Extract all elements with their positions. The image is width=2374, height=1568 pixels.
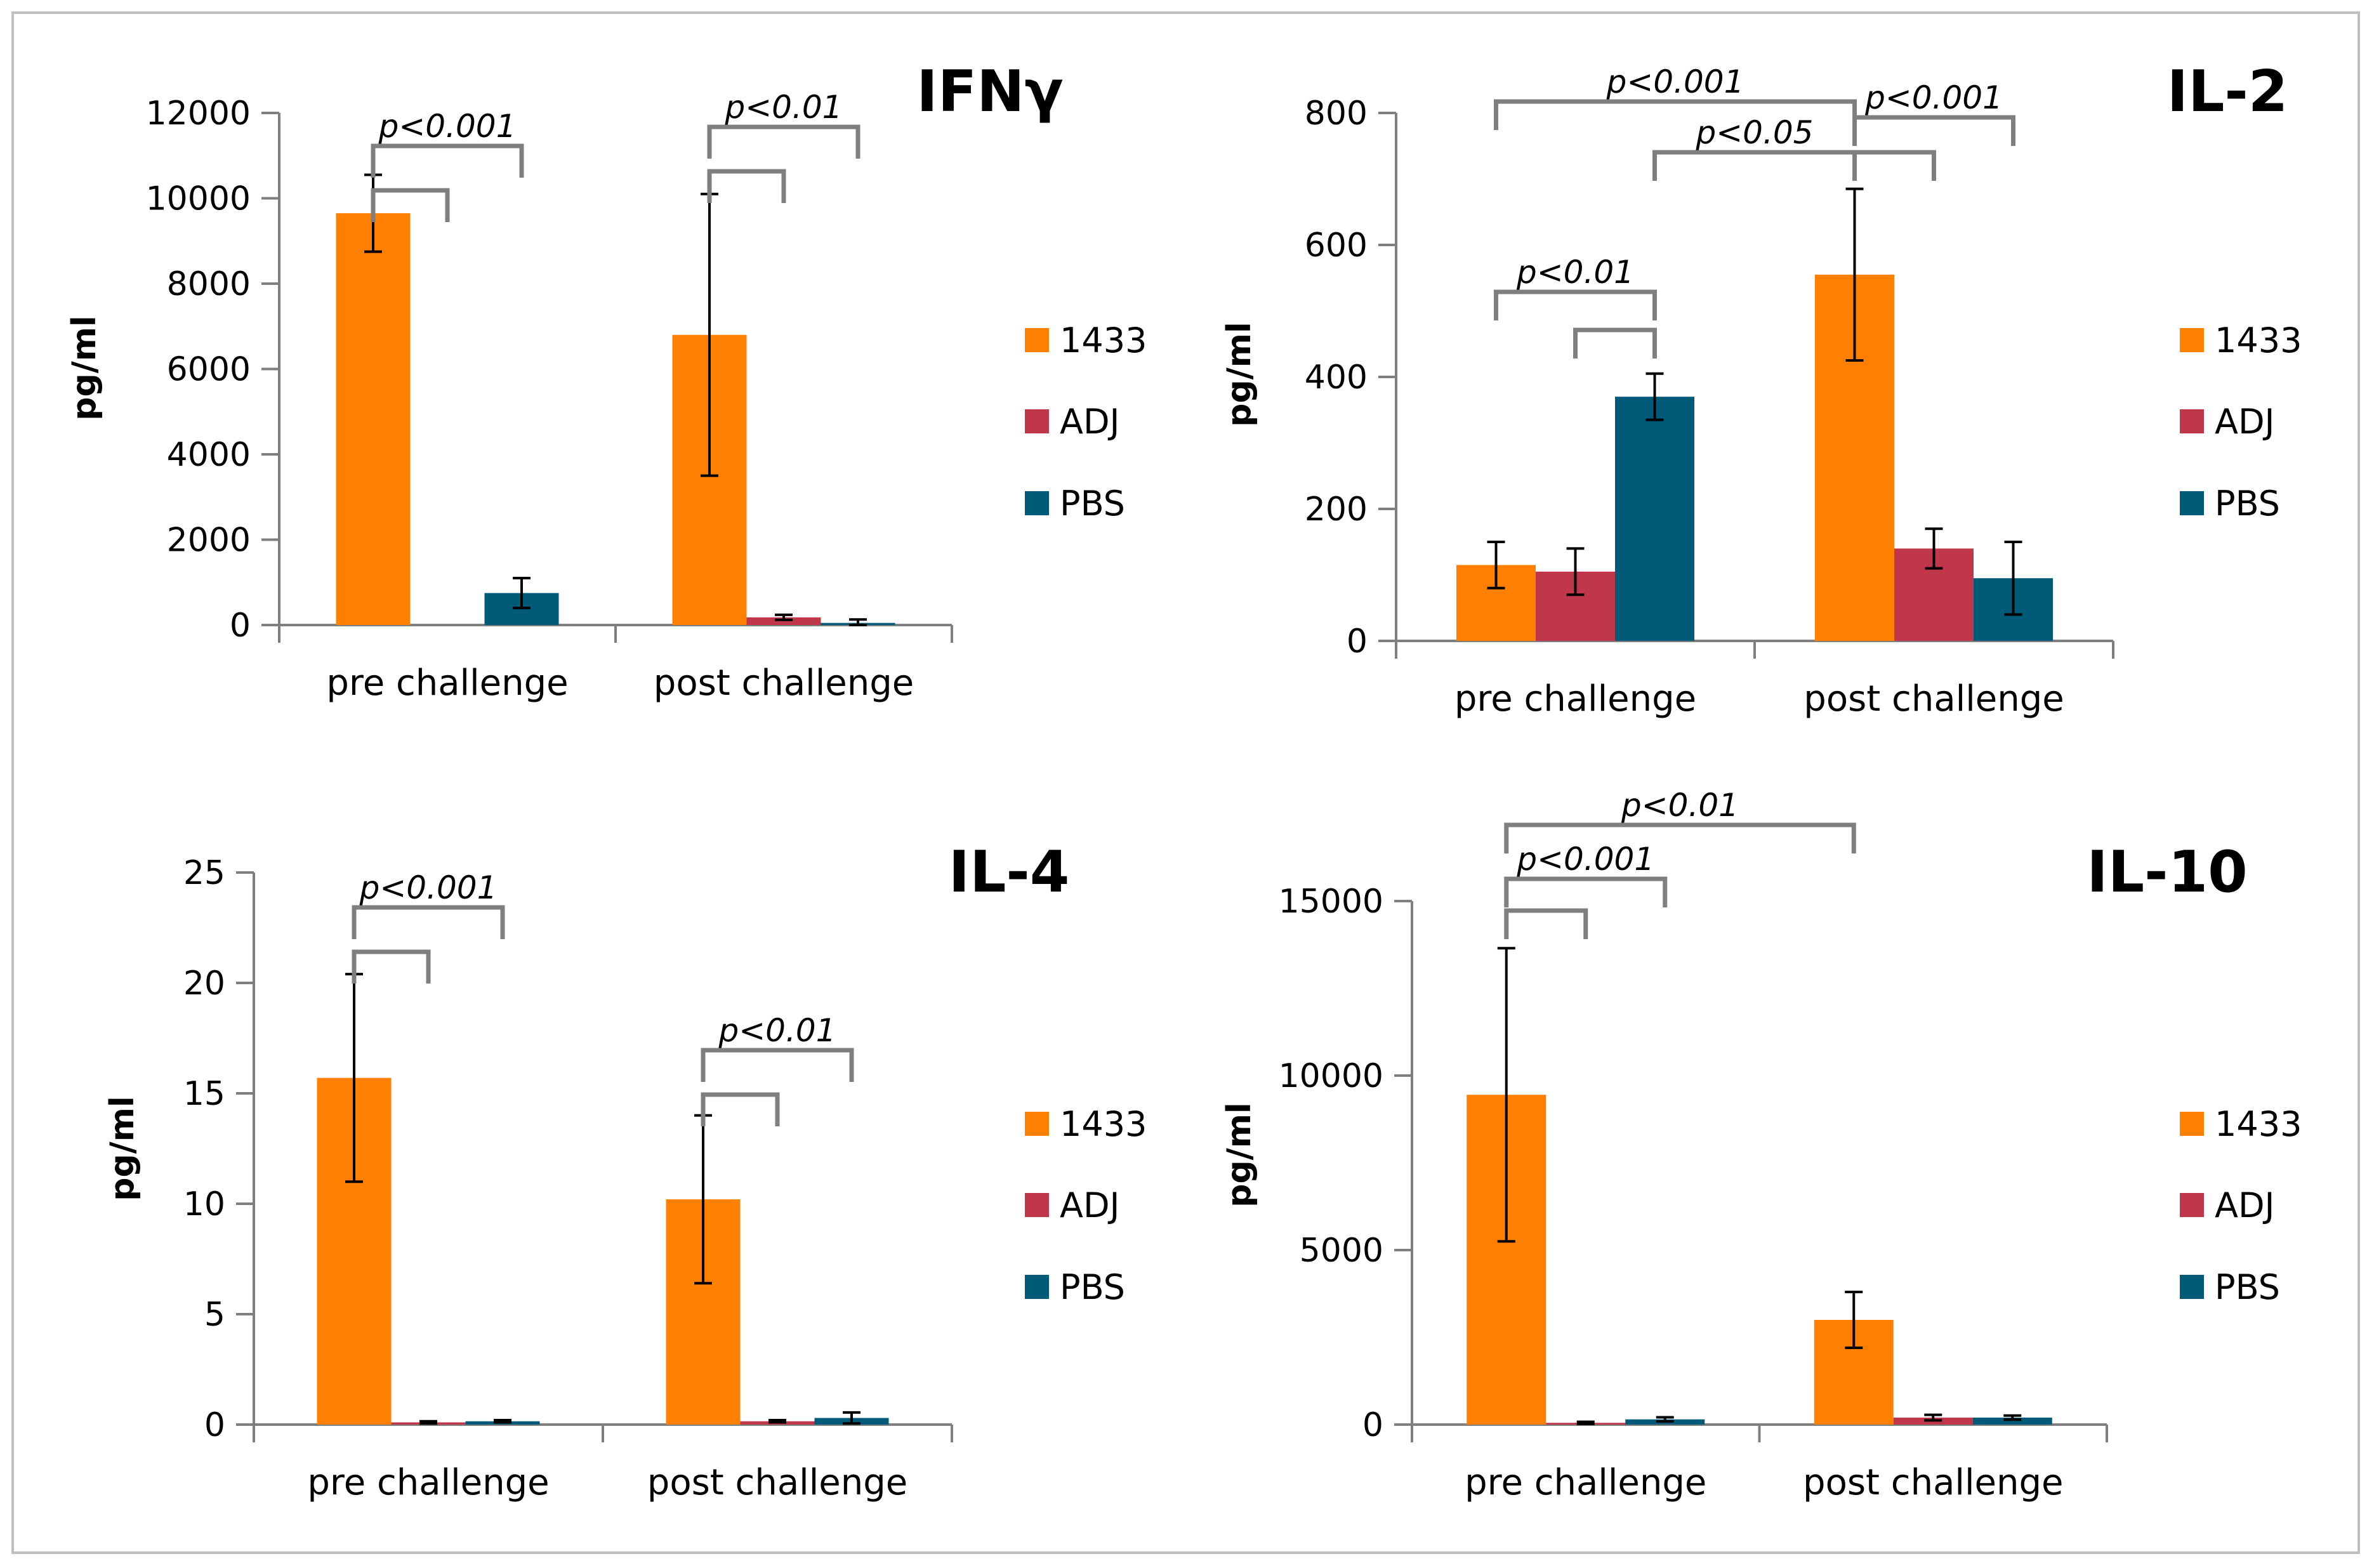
significance-bracket	[1504, 822, 1856, 853]
y-tick-label: 12000	[146, 95, 251, 133]
y-tick-label: 10000	[1279, 1057, 1383, 1095]
y-tick-label: 800	[1305, 95, 1368, 133]
significance-bracket	[352, 949, 431, 984]
figure-frame	[11, 11, 2360, 1554]
y-tick-label: 0	[1362, 1406, 1383, 1444]
y-axis-title: pg/ml	[1220, 322, 1258, 426]
legend-label: PBS	[1060, 1267, 1125, 1307]
x-category-label: pre challenge	[1465, 1462, 1706, 1503]
significance-bracket	[707, 124, 861, 159]
significance-bracket	[1494, 289, 1657, 320]
significance-label: p<0.01	[1516, 254, 1634, 291]
significance-label: p<0.001	[359, 869, 498, 906]
x-category-label: pre challenge	[307, 1462, 549, 1503]
y-tick-label: 2000	[167, 522, 251, 560]
significance-bracket	[1573, 327, 1657, 359]
significance-label: p<0.001	[1606, 63, 1744, 100]
significance-bracket	[1504, 908, 1588, 939]
legend-label: PBS	[2215, 1267, 2280, 1307]
significance-bracket	[1852, 115, 2015, 146]
x-category-label: post challenge	[654, 662, 914, 704]
legend-swatch-pbs	[1025, 1275, 1049, 1299]
legend-label: ADJ	[2215, 402, 2274, 442]
y-tick-label: 400	[1305, 359, 1368, 397]
y-tick-label: 600	[1305, 227, 1368, 265]
legend-swatch-adj	[1025, 1193, 1049, 1217]
bar-pbs	[1972, 1418, 2052, 1425]
significance-label: p<0.001	[378, 108, 517, 145]
y-tick-label: 5000	[1300, 1232, 1383, 1270]
legend-swatch-1433	[2180, 328, 2204, 352]
y-tick-label: 25	[183, 854, 225, 892]
y-axis-title: pg/ml	[1220, 1102, 1258, 1207]
legend-label: 1433	[2215, 1104, 2302, 1144]
y-axis-title: pg/ml	[103, 1096, 142, 1201]
legend-swatch-adj	[2180, 1193, 2204, 1217]
bar-1433	[336, 213, 411, 626]
y-tick-label: 0	[204, 1406, 225, 1444]
y-axis-title: pg/ml	[65, 315, 103, 420]
x-category-label: post challenge	[1804, 678, 2064, 720]
x-category-label: post challenge	[647, 1462, 907, 1503]
significance-label: p<0.01	[725, 89, 843, 126]
legend-swatch-adj	[2180, 409, 2204, 433]
y-tick-label: 0	[230, 607, 251, 645]
significance-bracket	[1852, 150, 1936, 181]
legend-label: PBS	[2215, 484, 2280, 524]
legend-label: PBS	[1060, 484, 1125, 524]
y-tick-label: 20	[183, 965, 225, 1003]
y-tick-label: 10	[183, 1185, 225, 1223]
bar-adj	[746, 617, 821, 625]
significance-label: p<0.001	[1516, 841, 1654, 878]
legend-swatch-adj	[1025, 409, 1049, 433]
y-tick-label: 15	[183, 1075, 225, 1113]
legend-label: 1433	[1060, 1104, 1147, 1144]
legend-swatch-1433	[1025, 328, 1049, 352]
significance-label: p<0.01	[1621, 787, 1739, 824]
bar-pbs	[1615, 397, 1694, 641]
significance-label: p<0.001	[1864, 79, 2003, 116]
chart-title: IFNγ	[916, 58, 1064, 125]
legend-swatch-1433	[1025, 1112, 1049, 1136]
legend-label: 1433	[1060, 320, 1147, 360]
y-tick-label: 6000	[167, 351, 251, 389]
legend-swatch-pbs	[1025, 491, 1049, 515]
y-tick-label: 5	[204, 1296, 225, 1334]
legend-swatch-pbs	[2180, 491, 2204, 515]
y-tick-label: 15000	[1279, 883, 1383, 921]
y-tick-label: 8000	[167, 265, 251, 303]
y-tick-label: 4000	[167, 436, 251, 474]
significance-bracket	[371, 143, 524, 178]
x-category-label: pre challenge	[326, 662, 568, 704]
chart-title: IL-2	[2167, 58, 2288, 125]
significance-bracket	[701, 1048, 854, 1082]
y-tick-label: 200	[1305, 491, 1368, 529]
significance-bracket	[1504, 876, 1668, 907]
x-category-label: post challenge	[1803, 1462, 2063, 1503]
y-tick-label: 0	[1347, 623, 1368, 661]
significance-bracket	[371, 188, 450, 222]
significance-bracket	[352, 905, 505, 939]
legend-swatch-1433	[2180, 1112, 2204, 1136]
significance-label: p<0.05	[1696, 114, 1814, 151]
significance-label: p<0.01	[718, 1012, 836, 1049]
legend-label: 1433	[2215, 320, 2302, 360]
legend-swatch-pbs	[2180, 1275, 2204, 1299]
significance-bracket	[707, 169, 786, 203]
x-category-label: pre challenge	[1454, 678, 1696, 720]
legend-label: ADJ	[2215, 1185, 2274, 1225]
legend-label: ADJ	[1060, 1185, 1119, 1225]
significance-bracket	[701, 1092, 780, 1126]
chart-title: IL-4	[949, 839, 1070, 906]
legend-label: ADJ	[1060, 402, 1119, 442]
chart-title: IL-10	[2087, 839, 2247, 906]
y-tick-label: 10000	[146, 180, 251, 218]
